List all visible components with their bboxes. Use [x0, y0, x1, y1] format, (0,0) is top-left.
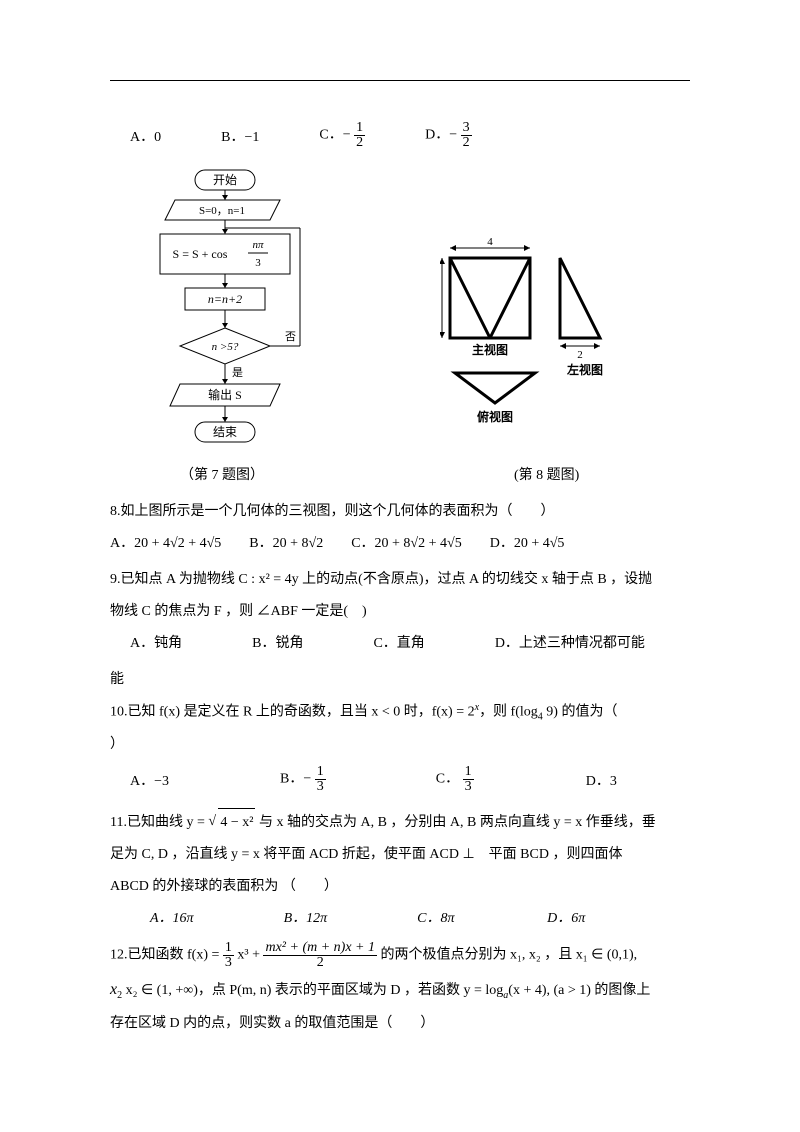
q10-c-prefix: C．	[436, 772, 459, 787]
frac-num: 3	[461, 121, 472, 136]
svg-text:主视图: 主视图	[472, 342, 508, 357]
q9-line2: 物线 C 的焦点为 F ，则 ∠ABF 一定是( )	[110, 598, 690, 626]
q10-b: B．− 1 3	[280, 765, 326, 794]
svg-text:S = S + cos: S = S + cos	[173, 247, 228, 261]
opt-d-frac: 3 2	[461, 121, 472, 150]
frac-num: 1	[223, 941, 234, 956]
q11-part-a: 11.已知曲线 y =	[110, 815, 208, 830]
opt-d: D．− 3 2	[425, 121, 472, 150]
opt-c: C．− 1 2	[319, 121, 365, 150]
frac-num: 1	[315, 765, 326, 780]
q11-line3: ABCD 的外接球的表面积为 （ ）	[110, 873, 690, 901]
svg-text:俯视图: 俯视图	[477, 409, 513, 424]
frac-den: 2	[461, 136, 472, 150]
flowchart-svg: 开始 S=0，n=1 S = S + cos nπ 3 n=n+2 n	[140, 168, 320, 458]
frac-num: 1	[354, 121, 365, 136]
svg-text:开始: 开始	[213, 173, 237, 187]
q10-options: A．−3 B．− 1 3 C． 1 3 D．3	[110, 765, 690, 794]
opt-a: A．0	[130, 126, 161, 146]
figures-row: 开始 S=0，n=1 S = S + cos nπ 3 n=n+2 n	[110, 168, 690, 458]
svg-text:结束: 结束	[213, 425, 237, 439]
figure-captions: （第 7 题图） (第 8 题图)	[110, 464, 690, 484]
frac-num: 1	[463, 765, 474, 780]
svg-text:左视图: 左视图	[566, 362, 603, 377]
q9-a: A．钝角	[130, 632, 182, 652]
q8-stem: 8.如上图所示是一个几何体的三视图，则这个几何体的表面积为（ ）	[110, 498, 690, 526]
q11-line2: 足为 C, D ，沿直线 y = x 将平面 ACD 折起，使平面 ACD ⊥ …	[110, 841, 690, 869]
svg-text:3: 3	[255, 257, 261, 269]
q12-line2: x2 x₂ ∈ (1, +∞)，点 P(m, n) 表示的平面区域为 D ，若函…	[110, 974, 690, 1006]
q9-options: A．钝角 B．锐角 C．直角 D．上述三种情况都可能	[110, 632, 690, 652]
frac-num: mx² + (m + n)x + 1	[263, 941, 377, 956]
q12-frac1: 1 3	[223, 941, 234, 970]
q11-rad: 4 − x²	[218, 808, 255, 837]
q11-c: C．8π	[417, 907, 457, 927]
frac-den: 3	[315, 780, 326, 794]
svg-text:nπ: nπ	[252, 239, 264, 251]
q12-part-2a: x₂ ∈ (1, +∞)，点 P(m, n) 表示的平面区域为 D ，若函数 y…	[126, 983, 504, 998]
q12-part-a: 12.已知函数 f(x) =	[110, 948, 223, 963]
q11-a: A．16π	[150, 907, 194, 927]
q11-line1: 11.已知曲线 y = 4 − x² 与 x 轴的交点为 A, B ，分别由 A…	[110, 808, 690, 837]
q10-c-frac: 1 3	[463, 765, 474, 794]
frac-den: 2	[263, 956, 377, 970]
q9-line1: 9.已知点 A 为抛物线 C : x² = 4y 上的动点(不含原点)，过点 A…	[110, 566, 690, 594]
caption-fig8: (第 8 题图)	[514, 464, 579, 484]
q12-line1: 12.已知函数 f(x) = 1 3 x³ + mx² + (m + n)x +…	[110, 941, 690, 970]
svg-text:是: 是	[232, 366, 243, 379]
svg-text:n >5?: n >5?	[212, 341, 239, 353]
q9-tail: 能	[110, 666, 690, 694]
opt-c-frac: 1 2	[354, 121, 365, 150]
q12-line3: 存在区域 D 内的点，则实数 a 的取值范围是（ ）	[110, 1010, 690, 1038]
svg-text:否: 否	[285, 331, 296, 343]
three-view-svg: 4 4 主视图 2 左视图 俯视图	[440, 228, 640, 428]
svg-text:n=n+2: n=n+2	[208, 292, 242, 306]
q10-b-prefix: B．−	[280, 772, 311, 787]
svg-text:输出 S: 输出 S	[208, 387, 242, 402]
q9-b: B．锐角	[252, 632, 303, 652]
q10-part-c: 9) 的值为（	[543, 705, 618, 720]
svg-text:4: 4	[487, 236, 493, 248]
svg-text:S=0，n=1: S=0，n=1	[199, 205, 245, 217]
q11-options: A．16π B．12π C．8π D．6π	[110, 907, 690, 927]
q10-b-frac: 1 3	[315, 765, 326, 794]
q11-d: D．6π	[547, 907, 587, 927]
q8-c: C．20 + 8√2 + 4√5	[351, 532, 462, 552]
q8-a: A．20 + 4√2 + 4√5	[110, 532, 221, 552]
q10-part-a: 10.已知 f(x) 是定义在 R 上的奇函数，且当 x < 0 时，f(x) …	[110, 705, 475, 720]
frac-den: 3	[223, 956, 234, 970]
opt-d-prefix: D．−	[425, 128, 457, 143]
q9-d: D．上述三种情况都可能	[495, 632, 645, 652]
opt-c-prefix: C．−	[319, 128, 350, 143]
opt-b: B．−1	[221, 126, 259, 146]
q8-d: D．20 + 4√5	[490, 532, 565, 552]
q12-part-2b: (x + 4), (a > 1) 的图像上	[508, 983, 650, 998]
q11-part-b: 与 x 轴的交点为 A, B ，分别由 A, B 两点向直线 y = x 作垂线…	[255, 815, 655, 830]
svg-text:2: 2	[577, 349, 583, 361]
q10-a: A．−3	[130, 770, 170, 790]
q10-c: C． 1 3	[436, 765, 476, 794]
q12-frac2: mx² + (m + n)x + 1 2	[263, 941, 377, 970]
frac-den: 3	[463, 780, 474, 794]
q11-b: B．12π	[284, 907, 328, 927]
frac-den: 2	[354, 136, 365, 150]
q12-part-b: x³ +	[237, 948, 263, 963]
q11-sqrt: 4 − x²	[208, 808, 255, 837]
flowchart-figure: 开始 S=0，n=1 S = S + cos nπ 3 n=n+2 n	[110, 168, 320, 458]
three-view-figure: 4 4 主视图 2 左视图 俯视图	[440, 168, 640, 428]
q10-part-b: ，则 f(log	[479, 705, 538, 720]
q10-line2: ）	[110, 731, 690, 759]
q7-options: A．0 B．−1 C．− 1 2 D．− 3 2	[110, 121, 690, 150]
q8-options: A．20 + 4√2 + 4√5 B．20 + 8√2 C．20 + 8√2 +…	[110, 532, 690, 552]
q9-c: C．直角	[373, 632, 424, 652]
q8-b: B．20 + 8√2	[249, 532, 323, 552]
q10-line1: 10.已知 f(x) 是定义在 R 上的奇函数，且当 x < 0 时，f(x) …	[110, 698, 690, 727]
q12-part-c: 的两个极值点分别为 x₁, x₂ ，且 x₁ ∈ (0,1),	[381, 948, 638, 963]
q10-d: D．3	[586, 770, 626, 790]
caption-fig7: （第 7 题图）	[180, 464, 264, 484]
